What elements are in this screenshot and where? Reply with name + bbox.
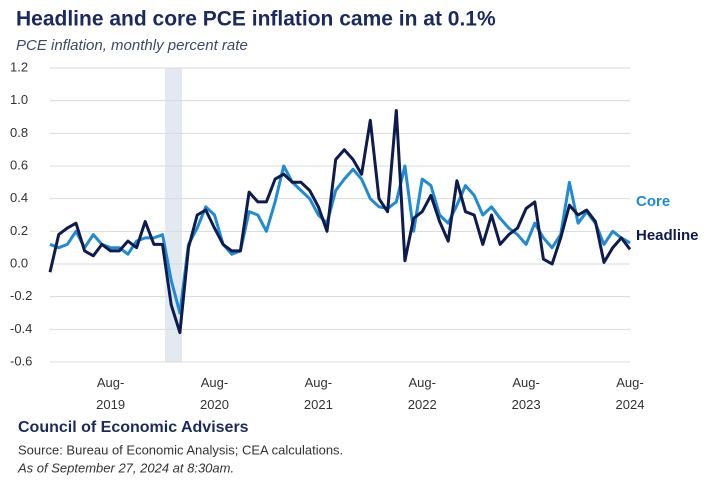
- recession-shade: [165, 68, 182, 362]
- x-tick-label: Aug-2020: [200, 375, 229, 412]
- y-tick-label: 1.0: [10, 92, 28, 107]
- y-tick-label: 0.4: [10, 190, 28, 205]
- y-tick-label: 0.2: [10, 223, 28, 238]
- y-tick-label: 1.2: [10, 59, 28, 74]
- x-tick-label: Aug-2022: [408, 375, 437, 412]
- chart-subtitle: PCE inflation, monthly percent rate: [16, 37, 248, 54]
- series-label: Core: [636, 193, 670, 210]
- x-tick-label: Aug-2024: [616, 375, 645, 412]
- source: Source: Bureau of Economic Analysis; CEA…: [18, 442, 343, 457]
- y-tick-label: 0.0: [10, 255, 28, 270]
- series-line: [48, 109, 632, 335]
- y-tick-label: 0.6: [10, 157, 28, 172]
- y-tick-label: -0.2: [10, 288, 32, 303]
- y-tick-label: 0.8: [10, 125, 28, 140]
- x-tick-label: Aug-2019: [96, 375, 125, 412]
- x-tick-label: Aug-2021: [304, 375, 333, 412]
- as-of: As of September 27, 2024 at 8:30am.: [17, 460, 234, 475]
- series-label: Headline: [636, 227, 699, 244]
- y-tick-label: -0.6: [10, 353, 32, 368]
- x-tick-label: Aug-2023: [512, 375, 541, 412]
- chart-title: Headline and core PCE inflation came in …: [16, 8, 496, 31]
- series-line: [49, 164, 631, 315]
- organization: Council of Economic Advisers: [18, 419, 249, 436]
- y-tick-label: -0.4: [10, 321, 32, 336]
